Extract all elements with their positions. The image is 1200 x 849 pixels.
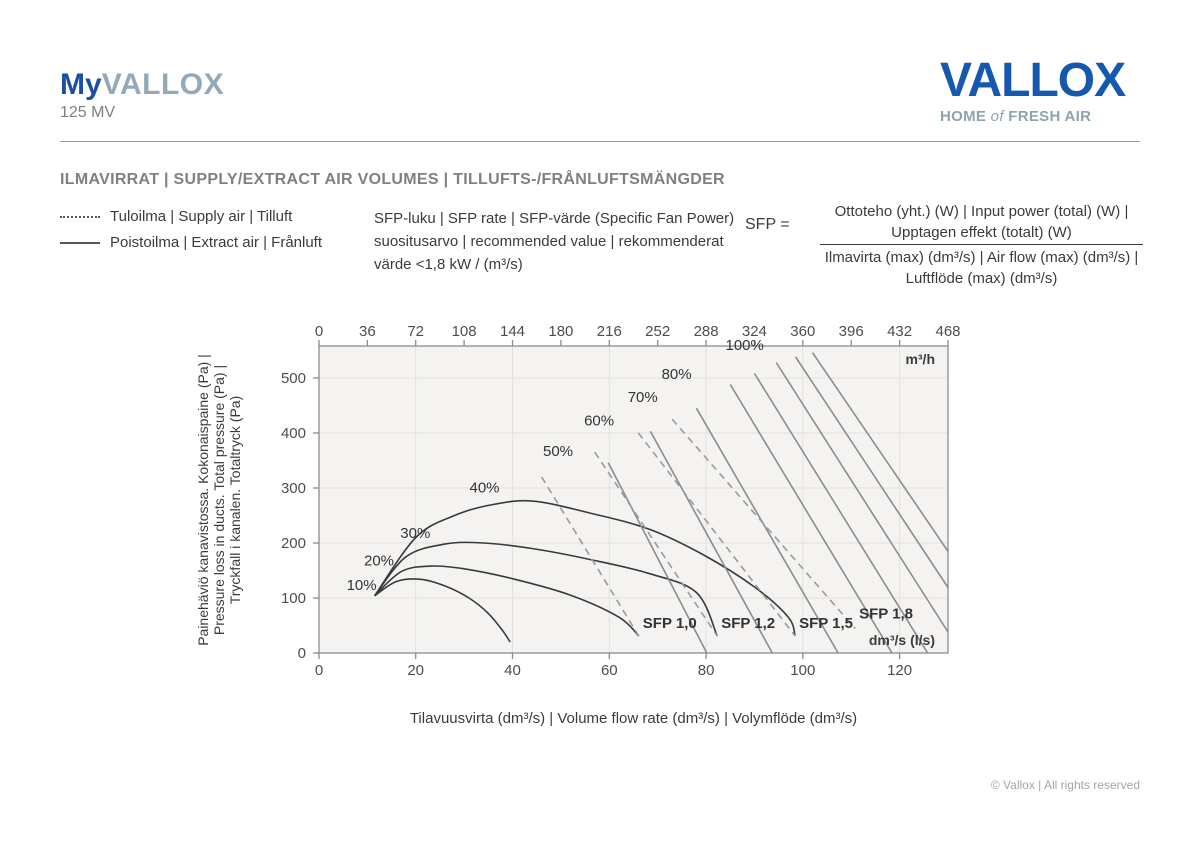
svg-text:400: 400 — [281, 425, 306, 442]
svg-text:252: 252 — [645, 323, 670, 340]
svg-text:100: 100 — [281, 590, 306, 607]
svg-text:50%: 50% — [543, 443, 573, 460]
svg-text:180: 180 — [548, 323, 573, 340]
svg-text:SFP 1,8: SFP 1,8 — [859, 606, 913, 623]
svg-text:10%: 10% — [347, 577, 377, 594]
svg-text:36: 36 — [359, 323, 376, 340]
svg-text:20%: 20% — [364, 552, 394, 569]
svg-text:108: 108 — [452, 323, 477, 340]
svg-text:80%: 80% — [662, 366, 692, 383]
svg-text:60: 60 — [601, 662, 618, 679]
svg-text:60%: 60% — [584, 412, 614, 429]
svg-text:468: 468 — [935, 323, 960, 340]
svg-text:SFP 1,5: SFP 1,5 — [799, 615, 853, 632]
svg-text:40: 40 — [504, 662, 521, 679]
svg-text:40%: 40% — [470, 479, 500, 496]
svg-text:SFP 1,2: SFP 1,2 — [721, 615, 775, 632]
svg-text:m³/h: m³/h — [905, 351, 935, 367]
svg-text:0: 0 — [315, 662, 323, 679]
svg-text:dm³/s (l/s): dm³/s (l/s) — [869, 632, 935, 648]
svg-text:100%: 100% — [726, 337, 764, 354]
svg-text:72: 72 — [407, 323, 424, 340]
svg-text:120: 120 — [887, 662, 912, 679]
svg-text:300: 300 — [281, 480, 306, 497]
svg-text:396: 396 — [839, 323, 864, 340]
svg-text:144: 144 — [500, 323, 525, 340]
svg-text:200: 200 — [281, 535, 306, 552]
svg-text:0: 0 — [298, 645, 306, 662]
svg-text:SFP 1,0: SFP 1,0 — [643, 615, 697, 632]
svg-text:70%: 70% — [628, 389, 658, 406]
svg-text:432: 432 — [887, 323, 912, 340]
svg-text:20: 20 — [407, 662, 424, 679]
svg-text:100: 100 — [790, 662, 815, 679]
svg-text:30%: 30% — [400, 525, 430, 542]
svg-text:0: 0 — [315, 323, 323, 340]
svg-text:288: 288 — [694, 323, 719, 340]
svg-text:80: 80 — [698, 662, 715, 679]
svg-text:500: 500 — [281, 370, 306, 387]
svg-text:360: 360 — [790, 323, 815, 340]
svg-text:216: 216 — [597, 323, 622, 340]
